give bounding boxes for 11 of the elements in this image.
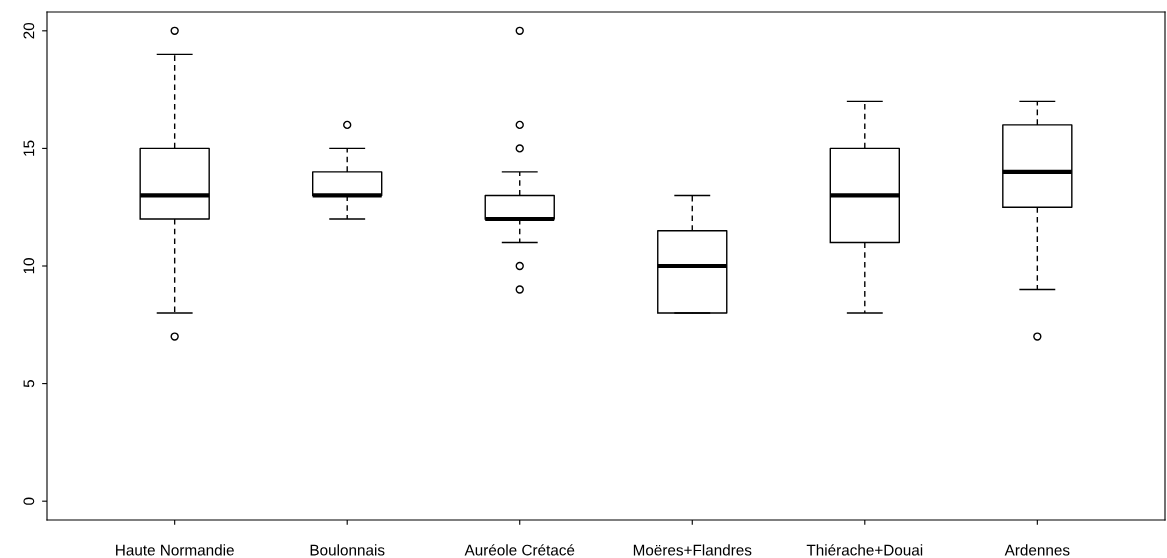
y-tick-label: 5 <box>23 379 35 388</box>
x-tick-label: Auréole Crétacé <box>464 544 575 556</box>
x-tick-label: Moëres+Flandres <box>633 544 752 556</box>
y-tick-label: 0 <box>23 497 35 505</box>
x-tick-label: Thiérache+Douai <box>806 544 923 556</box>
y-tick-label: 15 <box>23 140 35 156</box>
x-tick-label: Haute Normandie <box>116 544 234 556</box>
x-tick-label: Boulonnais <box>310 544 385 556</box>
y-tick-label: 20 <box>23 22 35 39</box>
x-tick-label: Ardennes <box>1004 544 1070 556</box>
y-tick-label: 10 <box>23 258 35 274</box>
